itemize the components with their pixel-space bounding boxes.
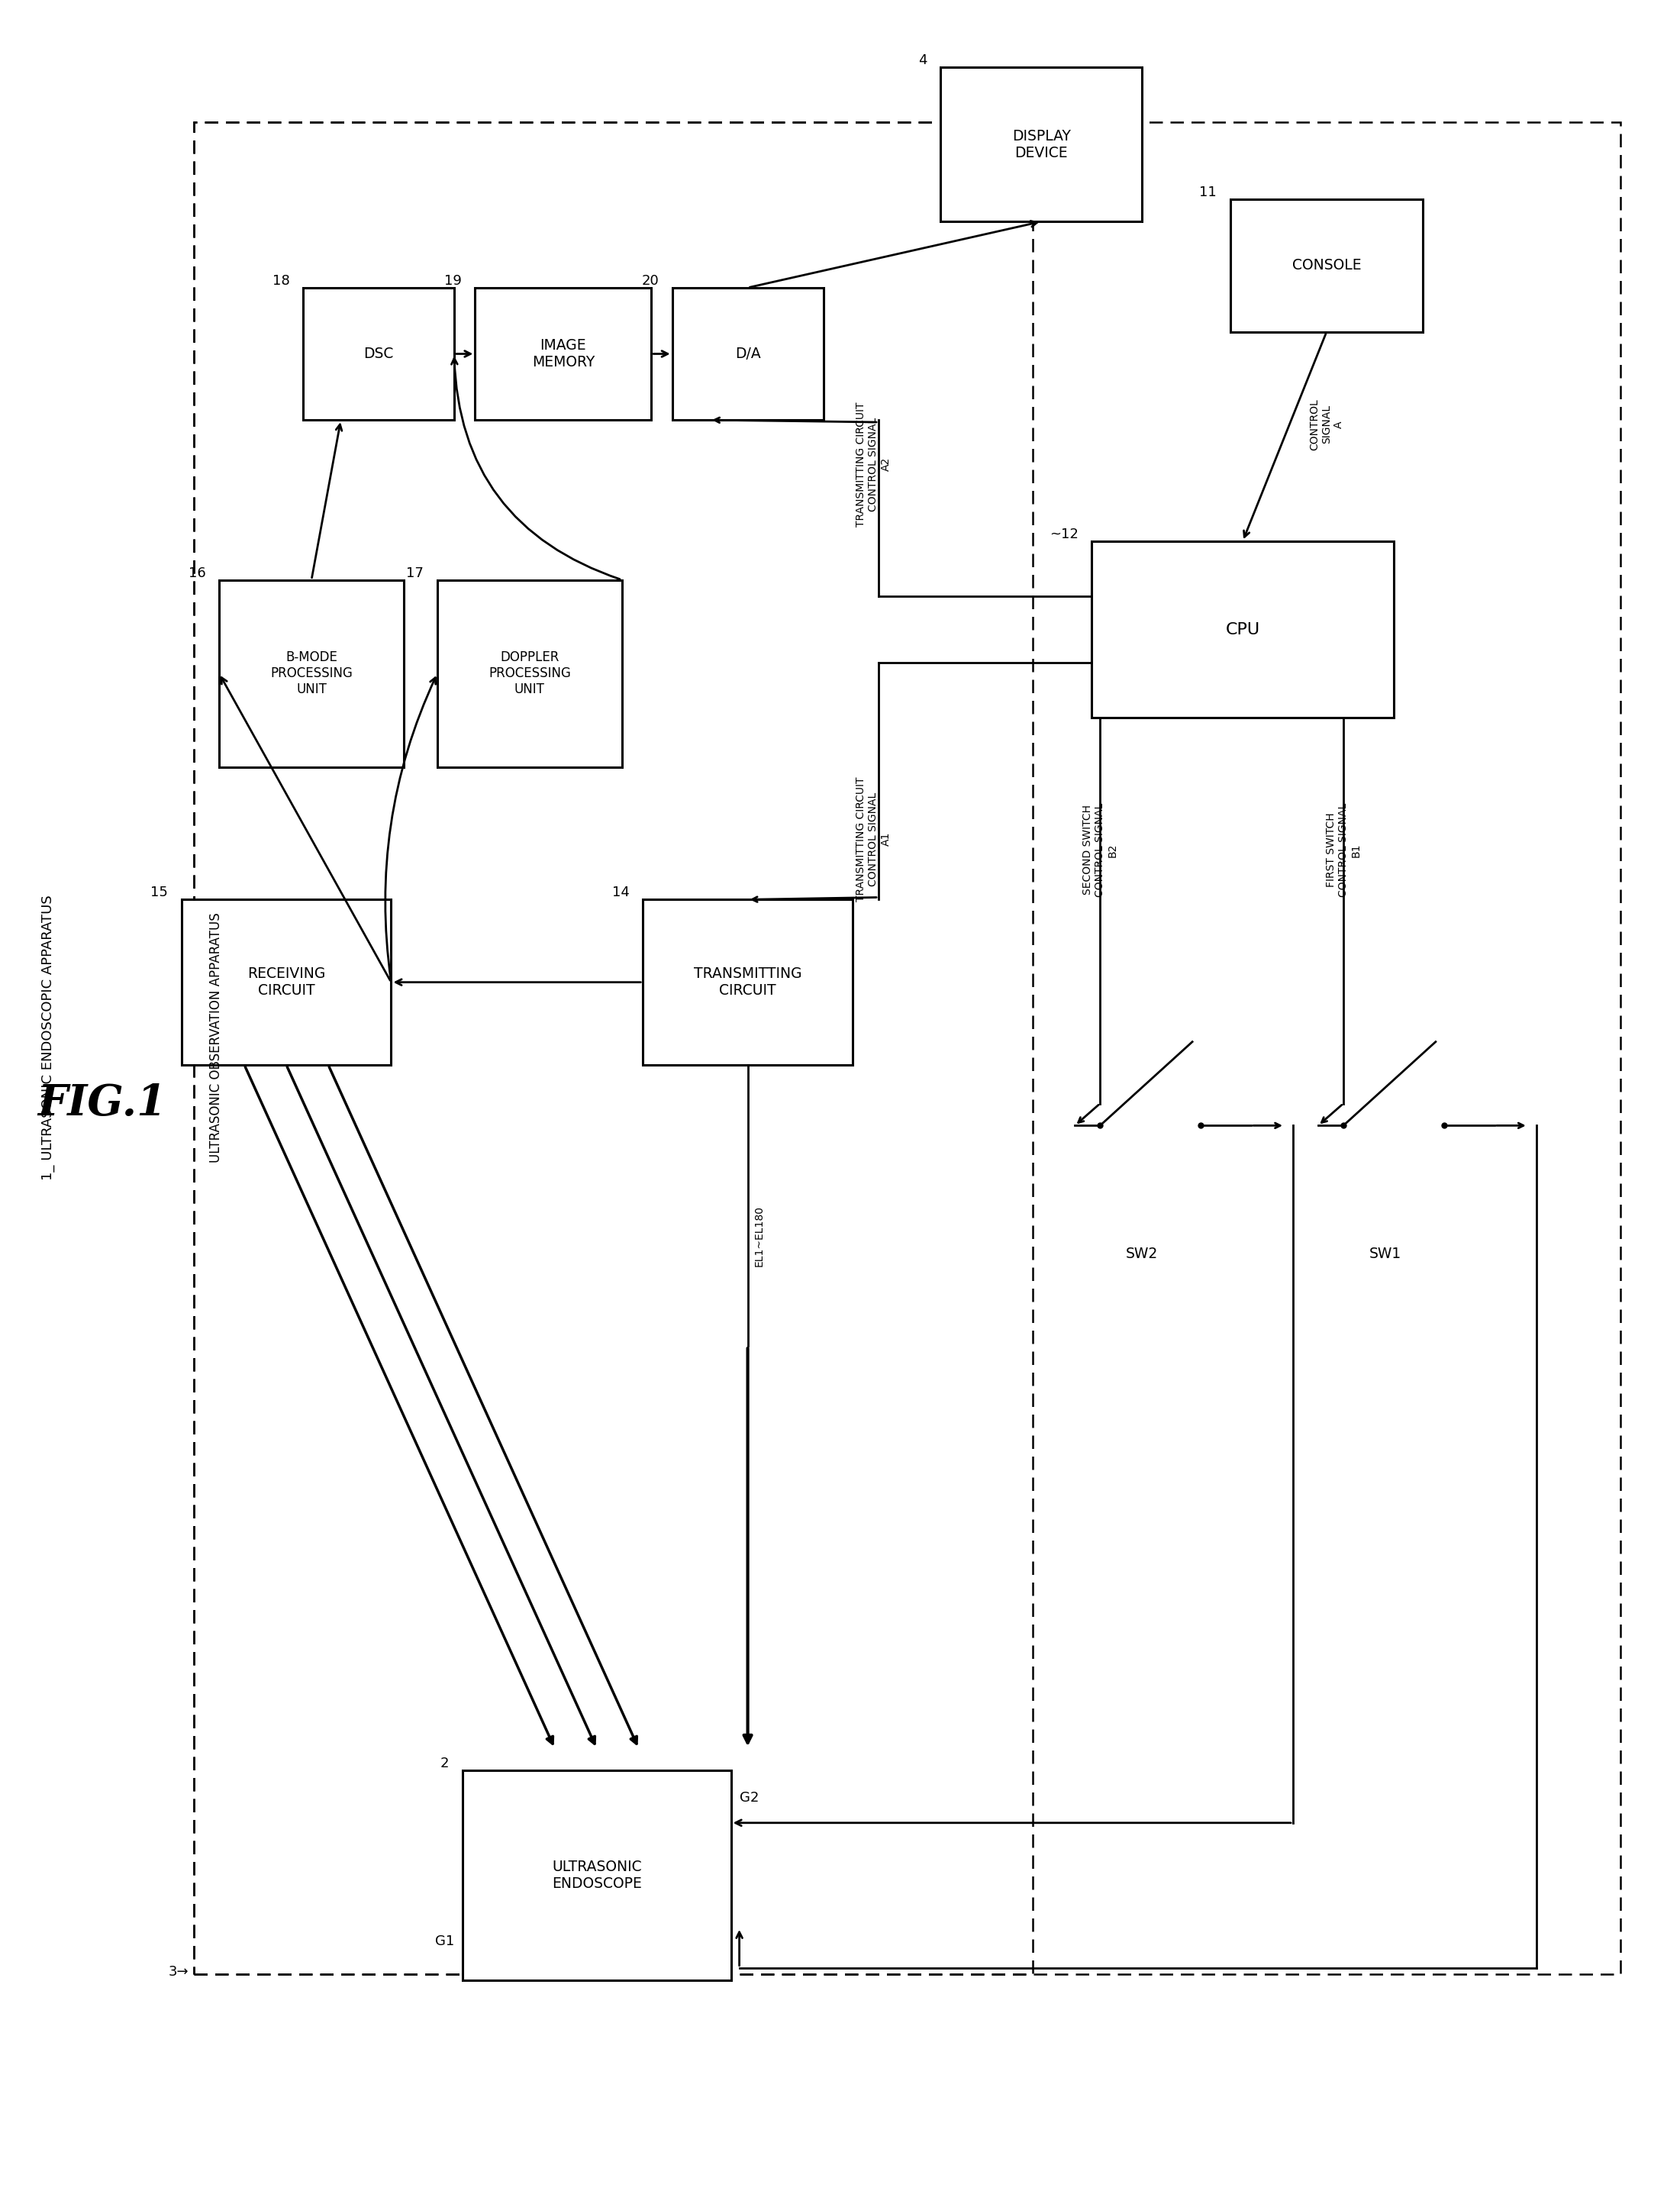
Text: 3→: 3→ bbox=[168, 1966, 188, 1980]
Bar bbox=[462, 1770, 731, 1980]
Text: SECOND SWITCH
CONTROL SIGNAL
B2: SECOND SWITCH CONTROL SIGNAL B2 bbox=[1082, 803, 1117, 896]
Text: EL1~EL180: EL1~EL180 bbox=[754, 1205, 764, 1267]
Text: IMAGE
MEMORY: IMAGE MEMORY bbox=[533, 338, 595, 369]
Bar bbox=[941, 66, 1142, 221]
Text: 19: 19 bbox=[444, 274, 462, 287]
Bar bbox=[1230, 199, 1423, 331]
Text: 18: 18 bbox=[272, 274, 289, 287]
Bar bbox=[643, 900, 852, 1066]
Text: 2: 2 bbox=[440, 1757, 449, 1770]
Text: DOPPLER
PROCESSING
UNIT: DOPPLER PROCESSING UNIT bbox=[489, 651, 571, 695]
Text: SW2: SW2 bbox=[1126, 1247, 1158, 1262]
Text: DSC: DSC bbox=[363, 346, 393, 362]
Text: D/A: D/A bbox=[734, 346, 761, 362]
Text: RECEIVING
CIRCUIT: RECEIVING CIRCUIT bbox=[247, 967, 326, 998]
Text: G1: G1 bbox=[435, 1936, 454, 1949]
Text: ~12: ~12 bbox=[1050, 527, 1079, 541]
Bar bbox=[672, 287, 823, 419]
Text: 15: 15 bbox=[151, 885, 168, 900]
Text: ULTRASONIC
ENDOSCOPE: ULTRASONIC ENDOSCOPE bbox=[551, 1861, 642, 1891]
Text: CONTROL
SIGNAL
A: CONTROL SIGNAL A bbox=[1309, 399, 1344, 450]
Text: B-MODE
PROCESSING
UNIT: B-MODE PROCESSING UNIT bbox=[270, 651, 353, 695]
Text: 17: 17 bbox=[407, 567, 423, 580]
Text: 11: 11 bbox=[1200, 185, 1216, 199]
Text: ULTRASONIC OBSERVATION APPARATUS: ULTRASONIC OBSERVATION APPARATUS bbox=[208, 911, 223, 1163]
Bar bbox=[193, 121, 1620, 1975]
Text: CONSOLE: CONSOLE bbox=[1292, 258, 1361, 274]
Text: 14: 14 bbox=[612, 885, 630, 900]
Text: TRANSMITTING CIRCUIT
CONTROL SIGNAL
A2: TRANSMITTING CIRCUIT CONTROL SIGNAL A2 bbox=[855, 402, 892, 527]
Text: 4: 4 bbox=[919, 53, 927, 66]
Text: DISPLAY
DEVICE: DISPLAY DEVICE bbox=[1011, 128, 1070, 161]
Bar bbox=[193, 121, 1033, 1975]
Text: TRANSMITTING
CIRCUIT: TRANSMITTING CIRCUIT bbox=[694, 967, 801, 998]
Bar bbox=[1092, 541, 1394, 717]
Text: FIG.1: FIG.1 bbox=[37, 1081, 166, 1126]
Bar bbox=[181, 900, 391, 1066]
Text: 20: 20 bbox=[642, 274, 659, 287]
Text: G2: G2 bbox=[739, 1792, 759, 1805]
Bar bbox=[437, 580, 622, 768]
Text: CPU: CPU bbox=[1225, 622, 1260, 638]
Text: 1_ ULTRASONIC ENDOSCOPIC APPARATUS: 1_ ULTRASONIC ENDOSCOPIC APPARATUS bbox=[42, 894, 55, 1181]
Bar bbox=[218, 580, 403, 768]
Bar bbox=[302, 287, 454, 419]
Text: 16: 16 bbox=[188, 567, 205, 580]
Text: TRANSMITTING CIRCUIT
CONTROL SIGNAL
A1: TRANSMITTING CIRCUIT CONTROL SIGNAL A1 bbox=[855, 777, 892, 900]
Text: FIRST SWITCH
CONTROL SIGNAL
B1: FIRST SWITCH CONTROL SIGNAL B1 bbox=[1326, 803, 1361, 896]
Bar bbox=[475, 287, 652, 419]
Text: SW1: SW1 bbox=[1369, 1247, 1401, 1262]
